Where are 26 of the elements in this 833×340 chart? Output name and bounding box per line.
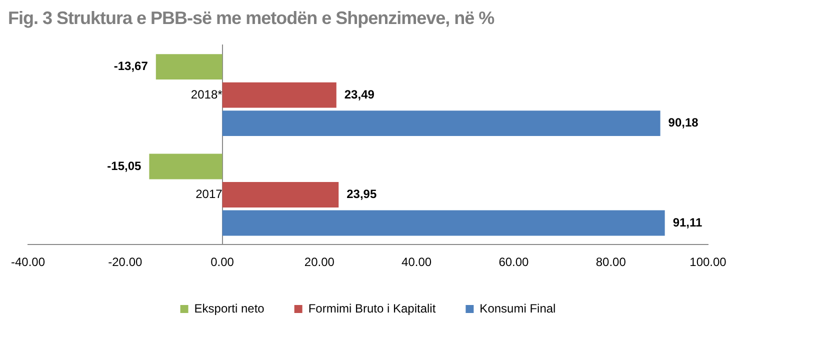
data-label: -13,67 <box>114 59 148 74</box>
y-tick-label: 2017 <box>196 187 223 202</box>
legend-label: Formimi Bruto i Kapitalit <box>308 301 436 316</box>
bar <box>222 82 336 108</box>
x-tick-label: 60.00 <box>498 255 530 270</box>
y-tick-label: 2018* <box>190 87 223 102</box>
x-tick-label: -20.00 <box>108 255 142 270</box>
bar <box>222 110 660 136</box>
x-tick-label: 20.00 <box>304 255 335 270</box>
x-tick-label: 40.00 <box>402 255 432 270</box>
bar <box>149 154 222 180</box>
chart-title: Fig. 3 Struktura e PBB-së me metodën e Shpenzimeve, në % <box>8 8 496 29</box>
data-label: 23,49 <box>344 87 375 102</box>
data-label: 23,95 <box>346 187 377 202</box>
x-tick-label: 0.00 <box>210 255 234 270</box>
x-tick-label: 80.00 <box>596 255 626 270</box>
legend-label: Konsumi Final <box>480 301 556 316</box>
data-label: 91,11 <box>672 215 703 230</box>
bar <box>222 210 665 236</box>
bar <box>156 54 222 80</box>
legend-label: Eksporti neto <box>194 301 265 316</box>
bar <box>222 182 339 208</box>
x-tick-label: -40.00 <box>10 255 46 270</box>
x-tick-label: 100.00 <box>690 255 727 270</box>
data-label: 90,18 <box>668 116 699 130</box>
data-label: -15,05 <box>107 158 142 173</box>
